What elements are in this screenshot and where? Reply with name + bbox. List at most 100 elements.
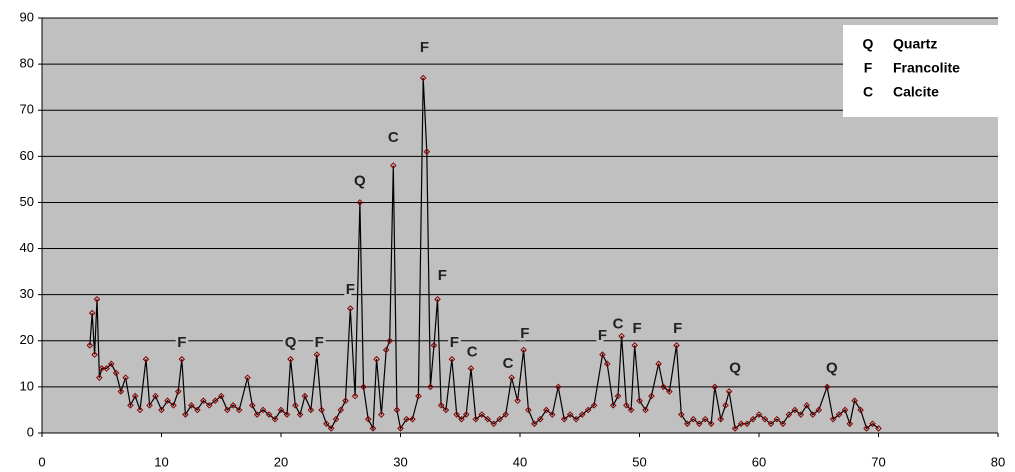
marker	[618, 332, 625, 340]
x-tick-label: 40	[513, 454, 527, 469]
marker	[244, 374, 251, 381]
peak-label: F	[346, 281, 355, 298]
marker	[673, 342, 680, 349]
marker	[378, 411, 385, 418]
marker	[409, 415, 416, 423]
peak-label: Q	[285, 334, 297, 351]
y-tick-label: 80	[20, 56, 34, 71]
marker	[520, 346, 527, 354]
legend-label: Quartz	[893, 36, 937, 52]
y-tick-label: 30	[20, 286, 34, 301]
marker	[554, 383, 562, 391]
marker	[655, 360, 662, 368]
marker	[773, 415, 781, 423]
marker	[318, 406, 325, 414]
marker	[351, 392, 359, 400]
marker	[835, 411, 843, 418]
marker	[364, 415, 372, 423]
marker	[453, 411, 460, 418]
legend-label: Calcite	[893, 84, 939, 100]
peak-label: C	[503, 355, 514, 372]
marker	[755, 411, 763, 418]
marker	[287, 355, 294, 363]
marker	[382, 346, 390, 354]
marker	[88, 309, 96, 317]
marker	[502, 411, 509, 418]
marker	[108, 360, 115, 368]
marker	[423, 148, 431, 156]
marker	[117, 388, 125, 395]
marker	[301, 392, 309, 400]
x-tick-label: 80	[991, 454, 1005, 469]
y-tick-label: 50	[20, 194, 34, 209]
marker	[98, 365, 106, 372]
marker	[146, 402, 153, 409]
marker	[434, 295, 441, 303]
marker	[869, 420, 876, 428]
marker	[797, 411, 805, 418]
marker	[609, 402, 617, 409]
marker	[164, 397, 171, 405]
marker	[332, 415, 340, 423]
marker	[531, 420, 538, 428]
marker	[174, 388, 182, 395]
marker	[307, 406, 315, 414]
marker	[277, 406, 285, 414]
marker	[86, 342, 94, 349]
marker	[265, 411, 273, 418]
peak-label: F	[633, 320, 642, 337]
marker	[514, 397, 521, 405]
marker	[122, 374, 129, 381]
marker	[296, 411, 304, 418]
marker	[803, 402, 811, 409]
marker	[188, 402, 195, 409]
legend-symbol: C	[863, 84, 873, 100]
marker	[666, 388, 673, 395]
marker	[566, 411, 574, 418]
marker	[823, 383, 831, 391]
marker	[717, 415, 725, 423]
marker	[229, 402, 237, 409]
marker	[809, 411, 817, 418]
marker	[292, 402, 299, 409]
marker	[369, 425, 377, 432]
marker	[722, 402, 729, 409]
peak-label: F	[420, 39, 429, 56]
marker	[743, 420, 751, 428]
marker	[142, 355, 150, 363]
marker	[427, 383, 434, 391]
marker	[701, 415, 709, 423]
marker	[761, 415, 769, 423]
marker	[442, 406, 450, 414]
legend-label: Francolite	[893, 60, 960, 76]
marker	[152, 392, 159, 400]
marker	[235, 406, 243, 414]
marker	[223, 406, 231, 414]
marker	[689, 415, 697, 423]
marker	[863, 425, 870, 432]
marker	[472, 415, 480, 423]
marker	[642, 406, 649, 414]
marker	[93, 295, 101, 303]
marker	[131, 392, 139, 400]
marker	[542, 406, 550, 414]
peak-label: F	[673, 320, 682, 337]
marker	[779, 420, 787, 428]
marker	[875, 425, 882, 432]
marker	[211, 397, 219, 405]
marker	[200, 397, 207, 405]
peak-label: F	[450, 334, 459, 351]
peak-label: F	[315, 334, 324, 351]
marker	[841, 406, 849, 414]
x-tick-label: 20	[274, 454, 288, 469]
peak-label: C	[467, 343, 478, 360]
x-tick-label: 70	[871, 454, 885, 469]
y-tick-label: 40	[20, 240, 34, 255]
marker	[373, 355, 380, 363]
marker	[749, 415, 757, 423]
marker	[205, 402, 213, 409]
marker	[458, 415, 465, 423]
x-tick-label: 30	[393, 454, 407, 469]
marker	[103, 365, 110, 372]
marker	[419, 74, 427, 82]
